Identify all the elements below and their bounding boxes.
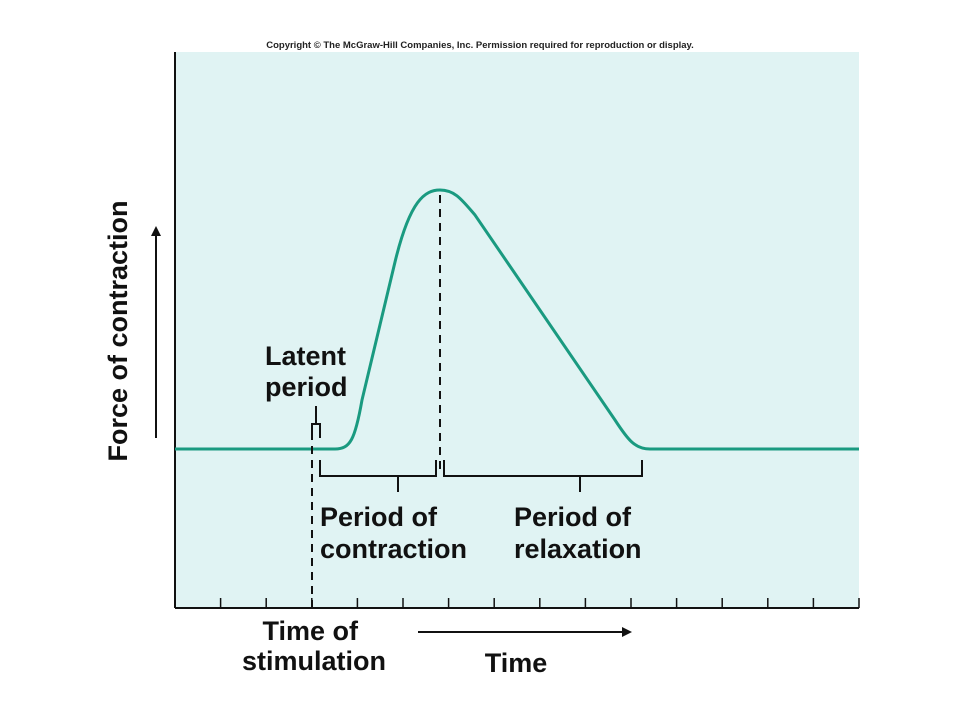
y-axis-label: Force of contraction bbox=[103, 200, 133, 461]
copyright-notice: Copyright © The McGraw-Hill Companies, I… bbox=[266, 40, 694, 51]
relaxation-period-label-line2: relaxation bbox=[514, 534, 642, 564]
x-axis-ticks bbox=[174, 598, 860, 608]
contraction-period-label-line2: contraction bbox=[320, 534, 467, 564]
relaxation-period-label: Period of relaxation bbox=[514, 502, 642, 564]
latent-period-label-line1: Latent bbox=[265, 341, 346, 371]
relaxation-bracket bbox=[443, 460, 643, 477]
latent-period-label: Latent period bbox=[265, 341, 354, 402]
latent-period-label-line2: period bbox=[265, 372, 348, 402]
contraction-period-label-line1: Period of bbox=[320, 502, 438, 532]
x-axis-label: Time bbox=[485, 648, 548, 678]
plot-area bbox=[175, 52, 859, 608]
stimulation-label-line1: Time of bbox=[262, 616, 359, 646]
stimulation-label-line2: stimulation bbox=[242, 646, 386, 676]
contraction-period-label: Period of contraction bbox=[320, 502, 467, 564]
contraction-bracket bbox=[319, 460, 437, 477]
stimulation-label: Time of stimulation bbox=[242, 616, 386, 676]
twitch-curve bbox=[175, 188, 859, 451]
relaxation-period-label-line1: Period of bbox=[514, 502, 632, 532]
